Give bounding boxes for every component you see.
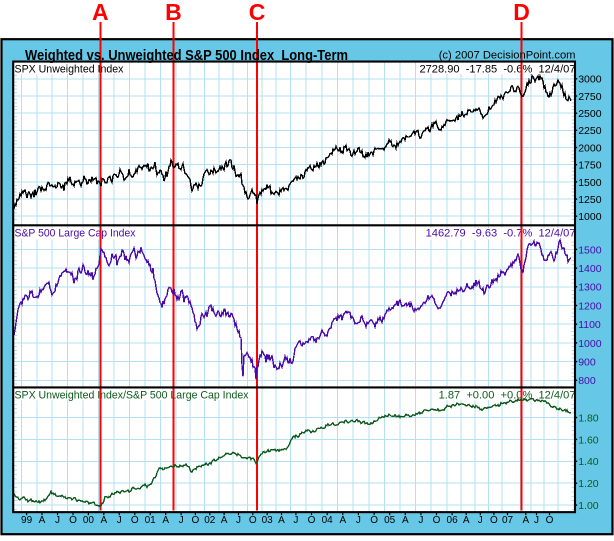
svg-text:O: O — [308, 515, 316, 526]
svg-text:J: J — [418, 515, 423, 526]
svg-text:2750: 2750 — [578, 91, 602, 103]
svg-text:Weighted vs. Unweighted S&P 50: Weighted vs. Unweighted S&P 500 Index Lo… — [25, 47, 348, 64]
svg-text:(c) 2007 DecisionPoint.com: (c) 2007 DecisionPoint.com — [439, 49, 576, 61]
svg-text:900: 900 — [578, 357, 596, 369]
svg-text:J: J — [356, 515, 361, 526]
svg-text:D: D — [513, 0, 530, 25]
svg-text:1200: 1200 — [578, 300, 602, 312]
svg-text:02: 02 — [204, 515, 216, 526]
svg-text:06: 06 — [447, 515, 459, 526]
svg-text:B: B — [165, 0, 182, 25]
svg-text:A: A — [522, 515, 529, 526]
svg-text:2728.90 -17.85 -0.6% 12/4/0: 2728.90 -17.85 -0.6% 12/4/07 — [419, 64, 575, 76]
svg-text:O: O — [490, 515, 498, 526]
svg-text:1100: 1100 — [578, 319, 601, 331]
svg-text:05: 05 — [384, 515, 396, 526]
svg-text:1400: 1400 — [578, 263, 602, 275]
svg-text:J: J — [478, 515, 483, 526]
svg-text:J: J — [236, 515, 241, 526]
svg-text:1500: 1500 — [578, 244, 602, 256]
svg-text:O: O — [546, 515, 554, 526]
svg-text:1750: 1750 — [578, 160, 602, 172]
svg-text:A: A — [463, 515, 470, 526]
svg-text:O: O — [69, 515, 77, 526]
svg-text:1.87 +0.00 +0.0% 12/4/07: 1.87 +0.00 +0.0% 12/4/07 — [439, 390, 576, 402]
svg-text:1.60: 1.60 — [578, 434, 599, 446]
svg-text:O: O — [249, 515, 257, 526]
svg-text:O: O — [131, 515, 139, 526]
svg-text:SPX Unweighted Index: SPX Unweighted Index — [15, 64, 124, 76]
svg-text:A: A — [278, 515, 285, 526]
svg-text:S&P 500 Large Cap Index: S&P 500 Large Cap Index — [15, 228, 136, 240]
svg-text:800: 800 — [578, 375, 596, 387]
svg-text:A: A — [100, 515, 107, 526]
svg-text:A: A — [221, 515, 228, 526]
svg-text:A: A — [39, 515, 46, 526]
svg-text:1300: 1300 — [578, 282, 602, 294]
svg-text:1.20: 1.20 — [578, 478, 599, 490]
svg-text:C: C — [249, 0, 266, 25]
svg-text:A: A — [162, 515, 169, 526]
svg-text:J: J — [55, 515, 60, 526]
svg-text:07: 07 — [502, 515, 514, 526]
svg-text:1000: 1000 — [578, 211, 602, 223]
svg-text:1250: 1250 — [578, 194, 602, 206]
svg-text:A: A — [339, 515, 346, 526]
svg-text:A: A — [92, 0, 109, 25]
svg-text:2500: 2500 — [578, 108, 602, 120]
svg-text:00: 00 — [83, 515, 95, 526]
svg-text:1462.79 -9.63 -0.7% 12/4/07: 1462.79 -9.63 -0.7% 12/4/07 — [426, 228, 576, 240]
svg-text:SPX Unweighted Index/S&P 500 L: SPX Unweighted Index/S&P 500 Large Cap I… — [15, 390, 249, 402]
svg-text:3000: 3000 — [578, 74, 602, 86]
svg-text:J: J — [293, 515, 298, 526]
svg-text:A: A — [402, 515, 409, 526]
svg-text:J: J — [179, 515, 184, 526]
svg-text:1.80: 1.80 — [578, 412, 599, 424]
svg-text:O: O — [192, 515, 200, 526]
svg-text:1500: 1500 — [578, 177, 602, 189]
svg-text:O: O — [370, 515, 378, 526]
svg-text:1000: 1000 — [578, 338, 602, 350]
svg-text:01: 01 — [145, 515, 157, 526]
svg-text:2000: 2000 — [578, 142, 602, 154]
svg-text:2250: 2250 — [578, 125, 602, 137]
svg-text:1.40: 1.40 — [578, 456, 599, 468]
svg-text:O: O — [433, 515, 441, 526]
svg-text:04: 04 — [322, 515, 334, 526]
svg-text:J: J — [117, 515, 122, 526]
svg-text:03: 03 — [262, 515, 274, 526]
svg-text:J: J — [534, 515, 539, 526]
svg-text:1.00: 1.00 — [578, 500, 599, 512]
svg-text:99: 99 — [21, 515, 33, 526]
